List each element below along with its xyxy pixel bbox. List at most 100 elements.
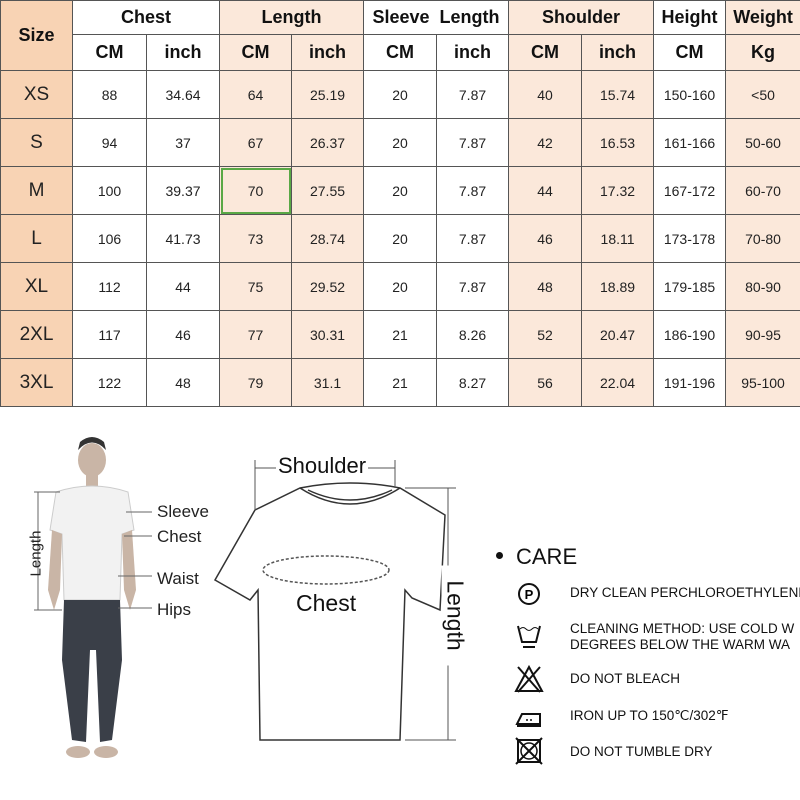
- table-cell: 48: [508, 262, 583, 311]
- table-cell: 70-80: [725, 214, 800, 263]
- size-cell: XL: [0, 262, 73, 311]
- table-cell: 20: [363, 70, 438, 119]
- table-cell: 117: [72, 310, 147, 359]
- table-cell: 73: [219, 214, 293, 263]
- table-cell: 7.87: [436, 166, 510, 215]
- table-cell: 77: [219, 310, 293, 359]
- shirt-shoulder-label: Shoulder: [276, 453, 369, 479]
- unit-header: inch: [436, 34, 510, 71]
- size-cell: XS: [0, 70, 73, 119]
- table-cell: 8.27: [436, 358, 510, 407]
- shirt-chest-label: Chest: [296, 590, 357, 616]
- table-cell: 18.89: [581, 262, 655, 311]
- care-section: CARE P DRY CLEAN PERCHLOROETHYLENE CLEAN…: [490, 540, 800, 780]
- care-item-line: CLEANING METHOD: USE COLD W: [570, 621, 795, 636]
- table-cell: 34.64: [145, 70, 221, 119]
- table-cell: 90-95: [725, 310, 800, 359]
- table-cell: 46: [508, 214, 583, 263]
- table-cell: 56: [508, 358, 583, 407]
- table-cell: 167-172: [653, 166, 727, 215]
- unit-header: CM: [653, 34, 727, 71]
- table-row: 2XL 117 46 77 30.31 21 8.26 52 20.47 186-190 90-95: [0, 310, 800, 359]
- table-cell: 27.55: [291, 166, 365, 215]
- model-waist-label: Waist: [157, 569, 199, 588]
- table-cell: 7.87: [436, 70, 510, 119]
- shirt-length-label: Length: [441, 565, 469, 666]
- table-cell: 39.37: [145, 166, 221, 215]
- table-cell: 122: [72, 358, 147, 407]
- table-row: XL 112 44 75 29.52 20 7.87 48 18.89 179-185 80-90: [0, 262, 800, 311]
- size-header: Size: [0, 0, 73, 71]
- care-item-line: DEGREES BELOW THE WARM WA: [570, 637, 791, 652]
- table-cell: 191-196: [653, 358, 727, 407]
- table-cell: <50: [725, 70, 800, 119]
- size-cell: 2XL: [0, 310, 73, 359]
- table-cell: 30.31: [291, 310, 365, 359]
- size-cell: 3XL: [0, 358, 73, 407]
- table-cell: 25.19: [291, 70, 365, 119]
- care-item-iron: IRON UP TO 150℃/302℉: [570, 708, 729, 723]
- table-cell: 21: [363, 358, 438, 407]
- table-row: 3XL 122 48 79 31.1 21 8.27 56 22.04 191-196 95-100: [0, 358, 800, 407]
- table-cell: 50-60: [725, 118, 800, 167]
- table-cell: 20.47: [581, 310, 655, 359]
- dry-clean-p-icon: P: [518, 583, 540, 605]
- unit-header: CM: [508, 34, 583, 71]
- table-cell: 20: [363, 166, 438, 215]
- shoulder-header: Shoulder: [508, 0, 655, 35]
- model-chest-label: Chest: [157, 527, 202, 546]
- table-cell: 20: [363, 214, 438, 263]
- unit-header: inch: [581, 34, 655, 71]
- table-cell: 112: [72, 262, 147, 311]
- no-tumble-dry-icon: [515, 737, 543, 765]
- table-cell: 15.74: [581, 70, 655, 119]
- unit-header: CM: [72, 34, 147, 71]
- care-item-cleaning-method: CLEANING METHOD: USE COLD W DEGREES BELOW…: [570, 621, 794, 653]
- table-cell: 179-185: [653, 262, 727, 311]
- unit-header: inch: [291, 34, 365, 71]
- care-item-no-bleach: DO NOT BLEACH: [570, 671, 681, 686]
- wash-basin-icon: [517, 625, 541, 648]
- table-cell: 79: [219, 358, 293, 407]
- table-cell: 20: [363, 262, 438, 311]
- model-sleeve-label: Sleeve: [157, 502, 209, 521]
- model-length-label: Length: [27, 530, 45, 577]
- model-photo: [48, 437, 136, 758]
- table-cell: 150-160: [653, 70, 727, 119]
- care-title: CARE: [516, 544, 578, 569]
- chest-header: Chest: [71, 0, 221, 35]
- unit-header: CM: [363, 34, 438, 71]
- table-cell: 42: [508, 118, 583, 167]
- table-cell: 8.26: [436, 310, 510, 359]
- table-cell: 94: [72, 118, 147, 167]
- svg-text:P: P: [525, 587, 534, 602]
- table-row: XS 88 34.64 64 25.19 20 7.87 40 15.74 150-160 <50: [0, 70, 800, 119]
- length-header: Length: [219, 0, 365, 35]
- table-cell: 173-178: [653, 214, 727, 263]
- table-cell: 95-100: [725, 358, 800, 407]
- care-item-no-tumble-dry: DO NOT TUMBLE DRY: [570, 744, 713, 759]
- tshirt-diagram: [213, 460, 456, 741]
- table-cell: 88: [72, 70, 147, 119]
- table-cell: 17.32: [581, 166, 655, 215]
- table-cell: 18.11: [581, 214, 655, 263]
- table-cell: 46: [145, 310, 221, 359]
- table-cell: 31.1: [291, 358, 365, 407]
- table-cell: 26.37: [291, 118, 365, 167]
- table-cell: 16.53: [581, 118, 655, 167]
- size-cell: L: [0, 214, 73, 263]
- size-chart-table: Size Chest Length Sleeve Length Shoulder…: [0, 0, 800, 407]
- table-cell: 186-190: [653, 310, 727, 359]
- table-cell: 70: [219, 166, 293, 215]
- table-cell: 100: [72, 166, 147, 215]
- table-cell: 7.87: [436, 214, 510, 263]
- table-row: S 94 37 67 26.37 20 7.87 42 16.53 161-166 50-60: [0, 118, 800, 167]
- table-cell: 44: [508, 166, 583, 215]
- table-cell: 44: [145, 262, 221, 311]
- table-cell: 67: [219, 118, 293, 167]
- table-cell: 64: [219, 70, 293, 119]
- table-cell: 48: [145, 358, 221, 407]
- model-hips-label: Hips: [157, 600, 192, 619]
- table-cell: 21: [363, 310, 438, 359]
- iron-icon: [515, 713, 541, 727]
